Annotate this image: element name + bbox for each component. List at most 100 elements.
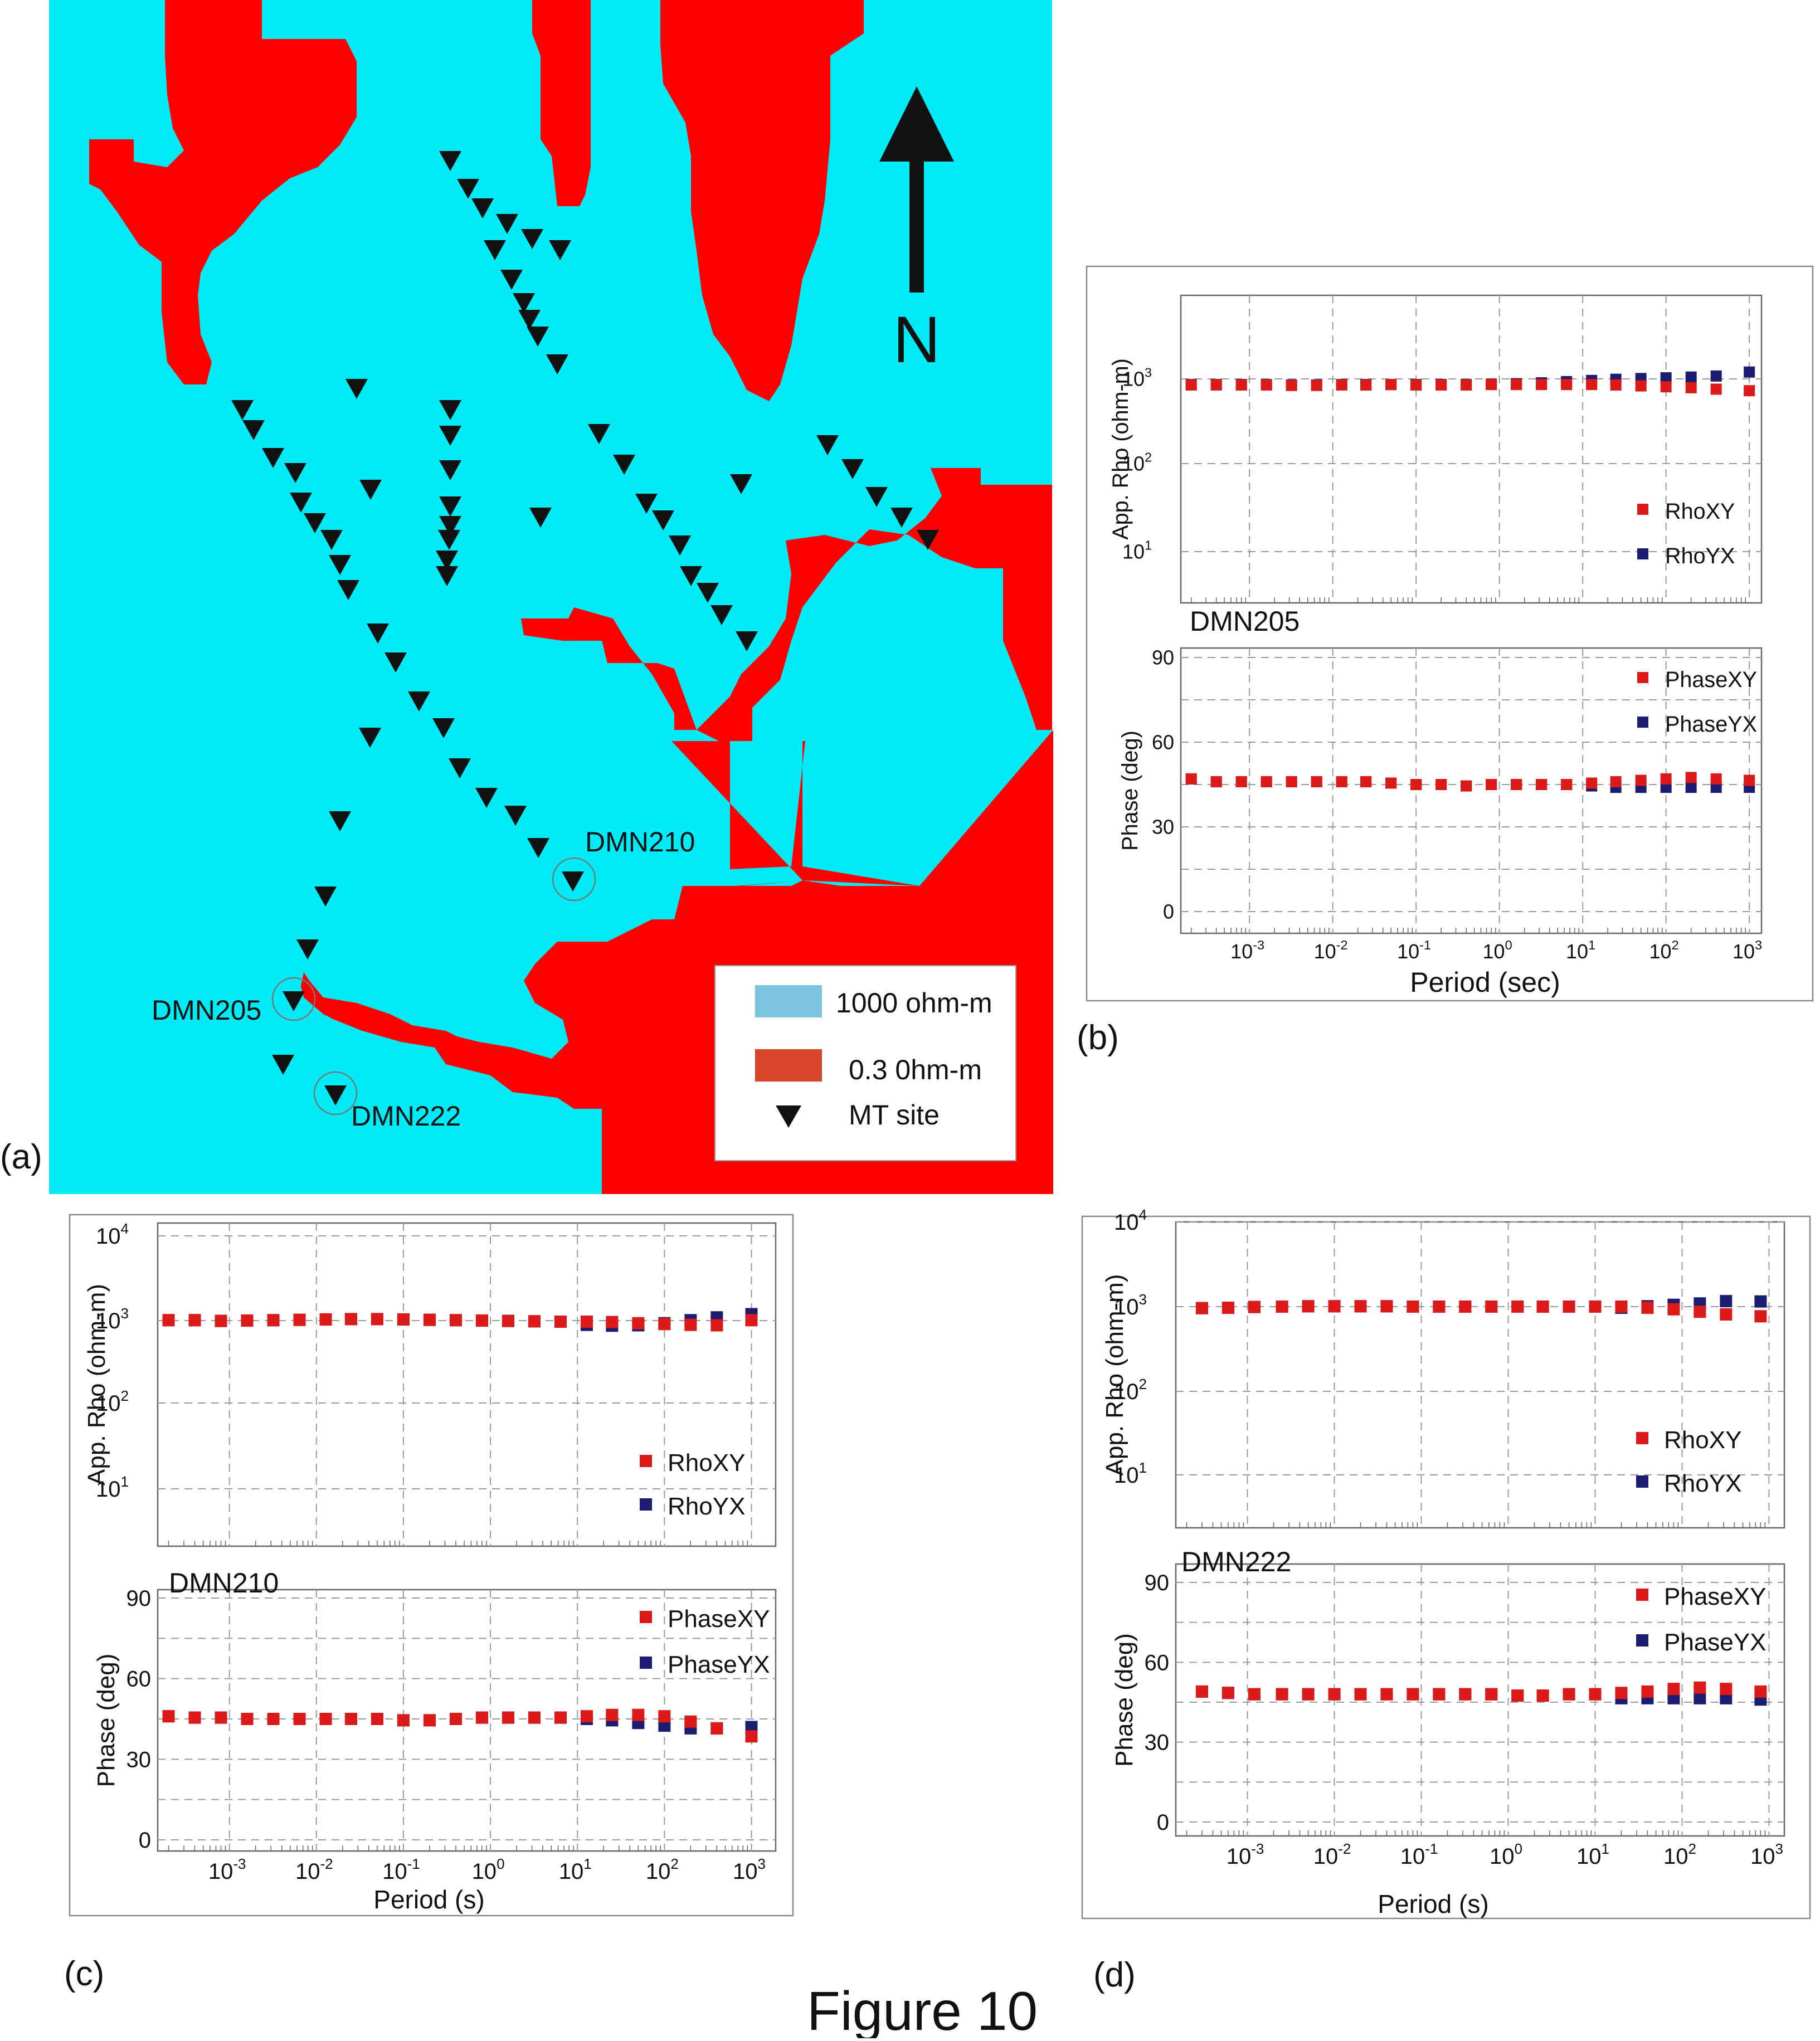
legend-swatch-resistive (755, 985, 822, 1017)
mt-site-marker (635, 494, 658, 514)
rho-tick-label: 104 (96, 1220, 129, 1249)
phase-point-phasexy (188, 1711, 201, 1724)
mt-site-marker (385, 652, 407, 673)
conductive-body-right (521, 468, 1052, 741)
mt-site-marker (917, 530, 939, 550)
rho-point-rhoxy (1195, 1302, 1208, 1314)
phase-tick-label: 60 (1152, 731, 1174, 754)
legend-label-rhoyx: RhoYX (668, 1493, 745, 1520)
mt-site-marker (439, 516, 461, 536)
rho-point-rhoxy (606, 1316, 619, 1328)
rho-point-rhoxy (1410, 379, 1422, 391)
rho-point-rhoxy (293, 1313, 306, 1326)
x-tick-exponent: -3 (233, 1855, 246, 1872)
rho-point-rhoxy (1536, 1300, 1549, 1313)
rho-y-axis-label: App. Rho (ohm-m) (1108, 358, 1133, 540)
mt-site-marker (359, 728, 381, 748)
phase-tick-label: 90 (1152, 646, 1174, 669)
mt-site-marker (436, 551, 458, 571)
mt-site-marker (588, 424, 610, 444)
phase-point-phasexy (745, 1730, 758, 1743)
mt-site-marker (613, 455, 635, 475)
rho-point-rhoxy (1641, 1302, 1654, 1314)
figure-title: Figure 10 (807, 1980, 1038, 2038)
mt-site-marker (518, 310, 541, 330)
x-tick-label: 102 (646, 1855, 679, 1884)
mt-site-marker (457, 179, 479, 199)
phase-point-phasexy (554, 1711, 567, 1724)
mt-site-marker (432, 718, 455, 738)
phase-point-phasexy (1302, 1688, 1315, 1701)
rho-tick-exponent: 2 (121, 1387, 129, 1404)
rho-tick-label: 104 (1114, 1206, 1147, 1235)
phase-point-phasexy (1222, 1687, 1234, 1699)
phase-point-phaseyx (745, 1721, 758, 1733)
dmn222-site-circle (313, 1071, 358, 1116)
rho-tick-exponent: 3 (1139, 1291, 1147, 1308)
rho-tick-exponent: 2 (1139, 1376, 1147, 1392)
mt-site-marker (438, 530, 460, 550)
mt-site-marker (284, 463, 306, 483)
phase-point-phaseyx (1667, 1692, 1680, 1704)
rho-point-rhoxy (241, 1314, 254, 1327)
mt-site-marker (475, 788, 498, 808)
legend-marker-phasexy (1637, 672, 1648, 683)
rho-point-rhoyx (1685, 371, 1697, 383)
rho-point-rhoxy (215, 1314, 227, 1327)
phase-point-phasexy (502, 1711, 514, 1724)
mt-site-marker (345, 379, 368, 399)
x-tick-exponent: 1 (1602, 1840, 1609, 1857)
x-axis-label-b: Period (sec) (1410, 967, 1560, 998)
rho-point-rhoxy (1459, 1300, 1472, 1313)
station-label-c: DMN210 (169, 1567, 279, 1599)
phase-tick-label: 30 (1145, 1731, 1170, 1755)
phase-point-phasexy (1407, 1688, 1419, 1701)
panel-label-a: (a) (0, 1138, 42, 1176)
mt-site-marker (730, 474, 752, 494)
phase-point-phasexy (1660, 773, 1672, 785)
rho-point-rhoxy (344, 1313, 357, 1326)
phase-point-phasexy (1261, 776, 1272, 787)
rho-tick-exponent: 1 (1139, 1459, 1147, 1476)
phase-point-phasexy (1511, 1689, 1524, 1702)
rho-point-rhoxy (1336, 379, 1347, 391)
legend-swatch-conductive (755, 1049, 822, 1082)
legend-marker-rhoxy (1637, 504, 1648, 515)
rho-point-rhoxy (1720, 1308, 1733, 1321)
rho-point-rhoxy (1710, 383, 1722, 395)
rho-point-rhoxy (1610, 379, 1622, 391)
x-tick-label: 10-2 (295, 1855, 333, 1884)
rho-point-rhoxy (580, 1316, 593, 1328)
phase-point-phasexy (1586, 777, 1598, 789)
rho-point-rhoxy (1248, 1300, 1261, 1313)
rho-point-rhoxy (528, 1315, 541, 1328)
phase-point-phasexy (1694, 1681, 1706, 1694)
rho-point-rhoxy (188, 1314, 201, 1327)
rho-point-rhoxy (502, 1314, 514, 1327)
rho-point-rhoxy (1561, 379, 1573, 391)
mt-site-marker (513, 293, 535, 313)
phase-tick-label: 0 (139, 1828, 151, 1853)
rho-point-rhoxy (745, 1314, 758, 1327)
rho-point-rhoxy (632, 1317, 645, 1329)
rho-tick-exponent: 2 (1145, 450, 1152, 464)
phase-point-phaseyx (1710, 782, 1722, 793)
rho-point-rhoxy (1586, 379, 1598, 391)
x-tick-label: 10-2 (1313, 1840, 1351, 1869)
x-tick-label: 103 (1733, 938, 1762, 963)
phase-point-phasexy (215, 1711, 227, 1724)
x-tick-label: 100 (1490, 1840, 1522, 1869)
x-tick-exponent: 3 (1755, 938, 1762, 952)
rho-point-rhoxy (423, 1313, 436, 1326)
legend-mt-site-icon (776, 1105, 801, 1128)
mt-site-marker (296, 939, 319, 959)
mt-site-marker (816, 435, 839, 455)
rho-point-rhoxy (1302, 1300, 1315, 1313)
legend-marker-rhoyx (1636, 1475, 1648, 1488)
site-label-dmn205: DMN205 (152, 995, 261, 1026)
